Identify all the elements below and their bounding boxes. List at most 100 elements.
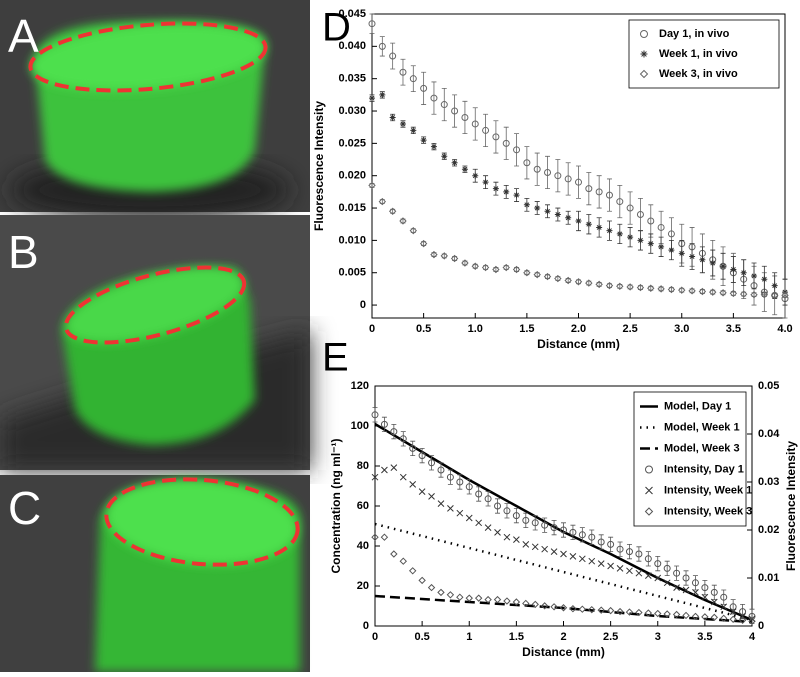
y2-tick-label: 0.01 (758, 572, 779, 584)
marker (465, 483, 473, 491)
marker (408, 567, 417, 575)
y2-axis-label: Fluorescence Intensity (784, 441, 798, 571)
marker (451, 159, 458, 166)
marker (595, 188, 603, 196)
marker (494, 529, 501, 536)
marker (494, 502, 502, 510)
marker (597, 606, 605, 614)
x-tick-label: 1.5 (519, 323, 534, 335)
marker (688, 287, 696, 295)
error-bar (390, 42, 396, 70)
marker (647, 240, 654, 247)
marker (654, 560, 662, 568)
marker (585, 185, 593, 193)
marker (667, 230, 675, 238)
marker (492, 265, 500, 274)
marker (378, 42, 386, 50)
marker (493, 595, 502, 604)
marker (512, 512, 520, 520)
marker (709, 256, 717, 264)
marker (588, 557, 596, 565)
marker (636, 211, 644, 218)
marker (654, 609, 662, 618)
error-bar (391, 424, 397, 440)
y-tick-label: 0 (363, 620, 369, 632)
error-bar (379, 36, 385, 57)
marker (513, 536, 520, 543)
marker (420, 84, 428, 92)
marker (543, 272, 552, 281)
model-line (374, 594, 753, 624)
marker (616, 198, 624, 205)
marker (699, 256, 706, 263)
error-bar (452, 94, 458, 128)
marker (440, 101, 448, 108)
marker (427, 583, 436, 592)
legend-label: Model, Week 1 (664, 421, 740, 433)
error-bar (419, 448, 425, 464)
y-tick-label: 0.030 (338, 105, 366, 117)
y-axis-label: Fluorescence Intensity (312, 101, 326, 231)
marker (663, 610, 671, 618)
panel-label: A (8, 10, 39, 62)
x-tick-label: 1.5 (509, 631, 524, 643)
marker (390, 464, 398, 471)
error-bar (524, 146, 530, 180)
y-tick-label: 0.005 (338, 267, 366, 279)
marker (456, 593, 464, 601)
error-bar (400, 431, 406, 447)
marker (720, 263, 727, 270)
error-bar (372, 407, 378, 423)
marker (503, 507, 511, 515)
marker (574, 278, 583, 286)
marker (503, 188, 510, 195)
marker (647, 217, 655, 225)
error-bar (410, 65, 416, 93)
marker (446, 473, 454, 481)
marker (701, 593, 709, 601)
error-bar (472, 107, 478, 141)
marker (672, 610, 681, 619)
marker (554, 274, 562, 283)
marker (771, 282, 778, 289)
y-tick-label: 20 (357, 580, 369, 592)
marker (701, 613, 709, 621)
marker (709, 288, 717, 296)
marker (658, 243, 665, 250)
legend-swatch (639, 69, 649, 79)
error-bar (431, 81, 437, 115)
marker (729, 269, 737, 277)
marker (760, 291, 769, 299)
marker (389, 52, 397, 60)
marker (492, 133, 500, 141)
x-tick-label: 4 (749, 631, 756, 643)
x-tick-label: 0 (369, 323, 375, 335)
marker (482, 127, 490, 134)
marker (450, 254, 459, 263)
marker (720, 603, 728, 611)
legend-label: Intensity, Day 1 (664, 463, 744, 475)
error-bar (596, 175, 602, 209)
marker (596, 224, 603, 231)
marker (636, 283, 645, 292)
marker (575, 217, 582, 224)
marker (389, 114, 396, 121)
error-bar (664, 560, 670, 576)
marker (569, 553, 577, 560)
marker (644, 555, 652, 563)
marker (369, 95, 375, 102)
error-bar (369, 13, 375, 34)
marker (740, 269, 747, 276)
marker (560, 526, 568, 534)
y-axis-label: Concentration (ng ml⁻¹) (329, 439, 343, 574)
marker (569, 605, 577, 613)
photo-c (0, 475, 310, 672)
marker (437, 466, 445, 474)
marker (399, 120, 406, 127)
marker (605, 191, 613, 199)
y-tick-label: 0.025 (338, 137, 366, 149)
marker (597, 538, 605, 546)
x-axis-label: Distance (mm) (522, 645, 605, 659)
y2-tick-label: 0.03 (758, 476, 779, 488)
error-bar (655, 556, 661, 572)
